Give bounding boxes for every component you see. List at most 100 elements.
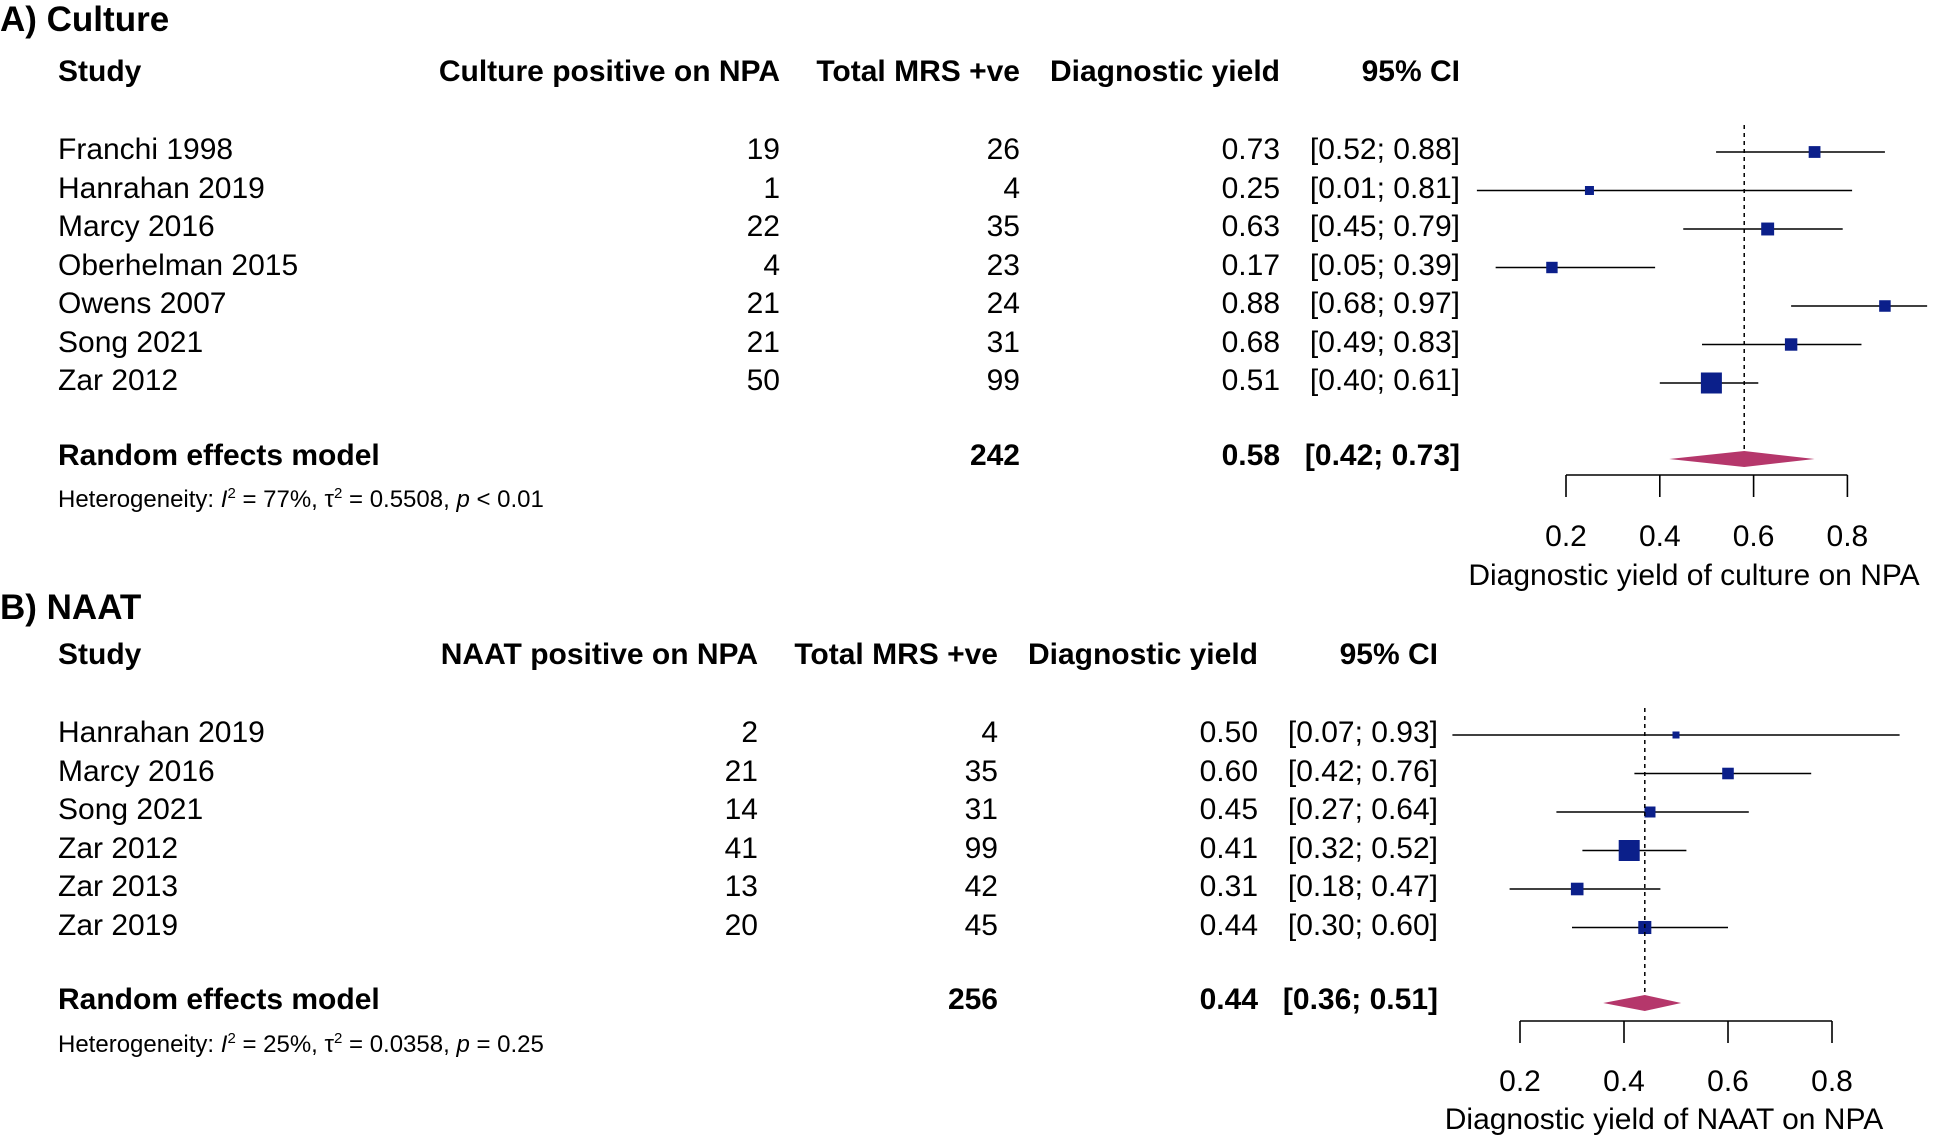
header-study: Study: [58, 638, 142, 671]
study-name: Zar 2013: [58, 870, 179, 903]
ci-value: [0.30; 0.60]: [1287, 908, 1438, 942]
ci-value: [0.52; 0.88]: [1309, 133, 1460, 166]
forest-plot-culture: 0.2 0.4 0.6 0.8 Diagnostic yield of culture …: [1468, 125, 1928, 592]
total-count: 26: [986, 133, 1020, 166]
x-tick-label: 0.4: [1639, 520, 1681, 553]
study-row: Hanrahan 2019 1 4 0.25 [0.01; 0.81]: [0, 172, 1460, 210]
events-count: 1: [763, 171, 780, 205]
summary-label: Random effects model: [58, 983, 380, 1016]
heterogeneity-text: Heterogeneity: I2 = 77%, τ2 = 0.5508, p …: [58, 485, 544, 513]
estimate-value: 0.51: [1221, 364, 1280, 397]
estimate-square: [1584, 186, 1594, 195]
forest-panel-naat: B) NAAT Study NAAT positive on NPA Total…: [0, 583, 1944, 1139]
events-count: 22: [746, 210, 780, 243]
events-count: 13: [724, 870, 758, 903]
total-count: 24: [986, 287, 1020, 320]
study-row: Song 2021 21 31 0.68 [0.49; 0.83]: [0, 326, 1460, 364]
events-count: 21: [746, 325, 780, 359]
total-count: 99: [964, 831, 998, 865]
x-axis-title: Diagnostic yield of culture on NPA: [1468, 559, 1919, 592]
events-count: 21: [724, 754, 758, 788]
estimate-square: [1722, 767, 1734, 780]
estimate-square: [1618, 840, 1640, 861]
study-row: Zar 2012 50 99 0.51 [0.40; 0.61]: [0, 364, 1460, 402]
study-row: Song 2021 14 31 0.45 [0.27; 0.64]: [0, 793, 1460, 831]
study-row: Zar 2019 20 45 0.44 [0.30; 0.60]: [0, 909, 1460, 947]
events-count: 2: [741, 716, 758, 749]
x-axis-title: Diagnostic yield of NAAT on NPA: [1445, 1103, 1884, 1136]
ci-value: [0.45; 0.79]: [1309, 210, 1460, 243]
ci-value: [0.27; 0.64]: [1287, 793, 1438, 826]
header-estimate: Diagnostic yield: [1049, 55, 1280, 88]
header-events: NAAT positive on NPA: [440, 638, 758, 671]
study-row: Franchi 1998 19 26 0.73 [0.52; 0.88]: [0, 133, 1460, 171]
summary-estimate: 0.58: [1221, 439, 1280, 472]
study-name: Marcy 2016: [58, 210, 215, 243]
summary-row: Random effects model 256 0.44 [0.36; 0.51]: [0, 983, 1460, 1021]
study-name: Song 2021: [58, 793, 204, 826]
total-count: 35: [986, 210, 1020, 243]
ci-value: [0.01; 0.81]: [1309, 171, 1460, 205]
estimate-value: 0.88: [1221, 287, 1280, 320]
summary-label: Random effects model: [58, 439, 380, 472]
study-name: Zar 2012: [58, 831, 179, 865]
estimate-value: 0.73: [1221, 133, 1280, 166]
estimate-value: 0.63: [1221, 210, 1280, 243]
header-ci: 95% CI: [1339, 638, 1438, 671]
ci-value: [0.40; 0.61]: [1309, 364, 1460, 397]
summary-total: 256: [947, 983, 998, 1016]
total-count: 35: [964, 754, 998, 788]
ci-value: [0.05; 0.39]: [1309, 248, 1460, 282]
study-row: Oberhelman 2015 4 23 0.17 [0.05; 0.39]: [0, 249, 1460, 287]
ci-value: [0.49; 0.83]: [1309, 325, 1460, 359]
x-tick-label: 0.8: [1811, 1065, 1853, 1098]
header-estimate: Diagnostic yield: [1027, 638, 1258, 671]
estimate-value: 0.44: [1199, 908, 1258, 942]
events-count: 41: [724, 831, 758, 865]
summary-estimate: 0.44: [1199, 983, 1258, 1016]
study-row: Marcy 2016 21 35 0.60 [0.42; 0.76]: [0, 755, 1460, 793]
events-count: 19: [746, 133, 780, 166]
ci-value: [0.32; 0.52]: [1287, 831, 1438, 865]
total-count: 99: [986, 364, 1020, 397]
total-count: 31: [986, 325, 1020, 359]
estimate-value: 0.25: [1221, 171, 1280, 205]
heterogeneity-text: Heterogeneity: I2 = 25%, τ2 = 0.0358, p …: [58, 1030, 544, 1058]
summary-ci: [0.36; 0.51]: [1282, 983, 1438, 1016]
study-name: Zar 2019: [58, 908, 179, 942]
panel-title: A) Culture: [0, 0, 170, 39]
events-count: 4: [763, 248, 780, 282]
header-study: Study: [58, 55, 142, 88]
study-row: Owens 2007 21 24 0.88 [0.68; 0.97]: [0, 287, 1460, 325]
estimate-square: [1761, 222, 1775, 236]
estimate-square: [1808, 146, 1821, 158]
estimate-value: 0.50: [1199, 716, 1258, 749]
events-count: 14: [724, 793, 758, 826]
forest-panel-culture: A) Culture Study Culture positive on NPA…: [0, 0, 1928, 592]
study-name: Hanrahan 2019: [58, 716, 265, 749]
estimate-value: 0.17: [1221, 248, 1280, 282]
ci-value: [0.68; 0.97]: [1309, 287, 1460, 320]
events-count: 50: [746, 364, 780, 397]
study-name: Zar 2012: [58, 364, 179, 397]
estimate-value: 0.68: [1221, 325, 1280, 359]
study-row: Zar 2012 41 99 0.41 [0.32; 0.52]: [0, 832, 1460, 870]
estimate-value: 0.60: [1199, 754, 1258, 788]
total-count: 4: [1003, 171, 1020, 205]
panel-title: B) NAAT: [0, 588, 142, 627]
total-count: 4: [981, 716, 998, 749]
study-row: Zar 2013 13 42 0.31 [0.18; 0.47]: [0, 870, 1460, 908]
estimate-square: [1570, 882, 1584, 896]
x-tick-label: 0.2: [1545, 520, 1587, 553]
study-name: Marcy 2016: [58, 754, 215, 788]
estimate-value: 0.45: [1199, 793, 1258, 826]
study-row: Marcy 2016 22 35 0.63 [0.45; 0.79]: [0, 210, 1460, 248]
study-name: Song 2021: [58, 325, 204, 359]
x-tick-label: 0.6: [1733, 520, 1775, 553]
summary-diamond: [1669, 451, 1815, 467]
estimate-square: [1784, 338, 1798, 351]
estimate-square: [1644, 806, 1656, 818]
ci-value: [0.07; 0.93]: [1287, 716, 1438, 749]
estimate-value: 0.31: [1199, 870, 1258, 903]
total-count: 45: [964, 908, 998, 942]
